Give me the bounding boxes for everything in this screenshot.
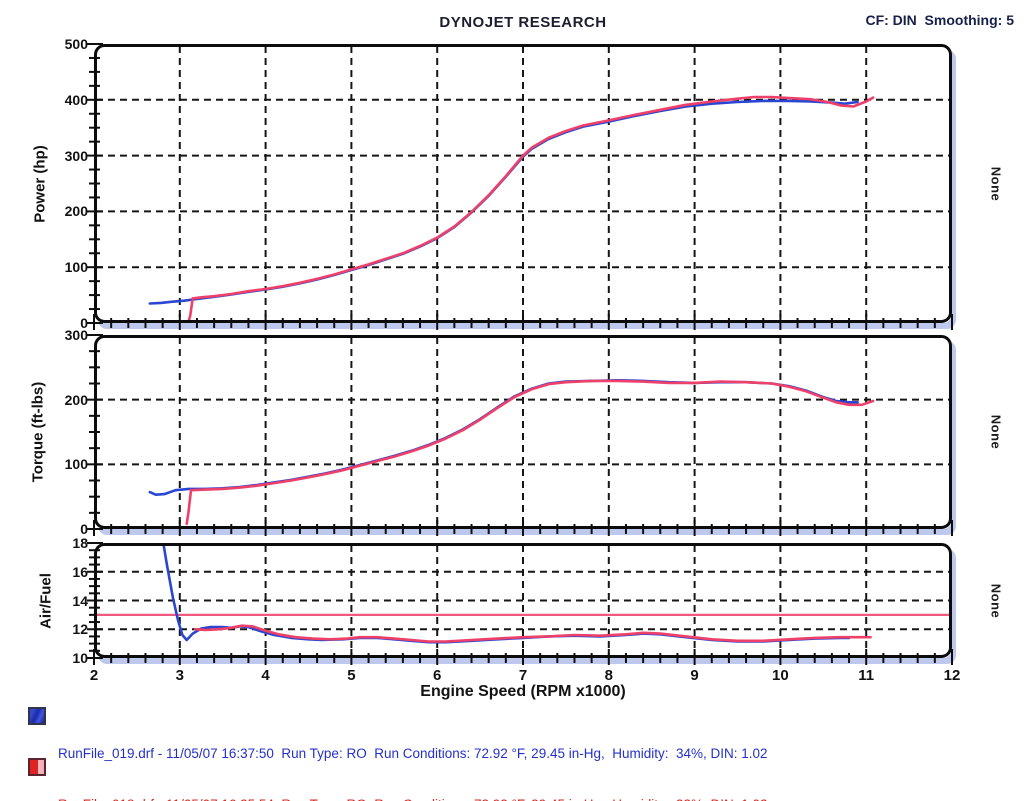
airfuel-y-axis-title: Air/Fuel <box>37 572 55 629</box>
y-tick-label: 10 <box>72 650 88 666</box>
torque-right-label: None <box>988 414 1004 450</box>
airfuel-right-label: None <box>988 583 1004 618</box>
page-title: DYNOJET RESEARCH <box>439 14 607 31</box>
x-tick-label: 9 <box>690 667 699 684</box>
cf-smoothing-label: CF: DIN Smoothing: 5 <box>865 12 1014 28</box>
y-tick-label: 16 <box>72 563 88 580</box>
legend-run-blue: RunFile_019.drf - 11/05/07 16:37:50 Run … <box>28 704 768 801</box>
x-tick-label: 2 <box>89 667 99 684</box>
y-tick-label: 0 <box>80 521 88 537</box>
x-tick-label: 11 <box>858 667 875 684</box>
power-ytick-labels: 0 100 200 300 400 500 <box>34 36 88 331</box>
torque-plot-svg <box>87 334 953 536</box>
x-tick-label: 4 <box>261 667 270 684</box>
airfuel-plot-svg <box>87 542 953 665</box>
xtick-labels: 2 3 4 5 6 7 8 9 10 11 12 <box>0 667 1024 685</box>
run-red-swatch-icon <box>28 758 46 776</box>
power-chart <box>87 43 953 330</box>
y-tick-label: 0 <box>80 315 88 331</box>
y-tick-label: 12 <box>72 621 88 638</box>
y-tick-label: 200 <box>64 203 88 220</box>
x-tick-label: 3 <box>175 667 184 684</box>
y-tick-label: 300 <box>64 147 88 164</box>
x-tick-label: 10 <box>772 667 789 684</box>
y-tick-label: 200 <box>64 391 88 408</box>
y-tick-label: 300 <box>64 327 88 343</box>
x-tick-label: 12 <box>943 667 961 684</box>
x-axis-title: Engine Speed (RPM x1000) <box>420 683 626 700</box>
x-tick-label: 6 <box>433 667 442 684</box>
torque-y-axis-title: Torque (ft-lbs) <box>29 381 47 483</box>
y-tick-label: 18 <box>72 535 88 551</box>
x-tick-label: 5 <box>347 667 356 684</box>
run-blue-swatch-icon <box>28 707 46 725</box>
y-tick-label: 500 <box>64 36 88 52</box>
power-y-axis-title: Power (hp) <box>31 144 49 223</box>
y-tick-label: 14 <box>72 592 88 609</box>
y-tick-label: 100 <box>64 259 88 276</box>
run-red-info: RunFile_018.drf - 11/05/07 16:35:54 Run … <box>58 795 768 801</box>
power-plot-svg <box>87 43 953 330</box>
x-tick-label: 8 <box>604 667 613 684</box>
torque-chart <box>87 334 953 536</box>
power-right-label: None <box>988 166 1004 201</box>
airfuel-ytick-labels: 10 12 14 16 18 <box>34 535 88 666</box>
y-tick-label: 400 <box>64 91 88 108</box>
x-tick-label: 7 <box>518 667 528 684</box>
legend-run-red: RunFile_018.drf - 11/05/07 16:35:54 Run … <box>28 755 768 801</box>
run-blue-info: RunFile_019.drf - 11/05/07 16:37:50 Run … <box>58 746 768 761</box>
airfuel-chart <box>87 542 953 665</box>
torque-ytick-labels: 0 100 200 300 <box>34 327 88 537</box>
y-tick-label: 100 <box>64 456 88 473</box>
